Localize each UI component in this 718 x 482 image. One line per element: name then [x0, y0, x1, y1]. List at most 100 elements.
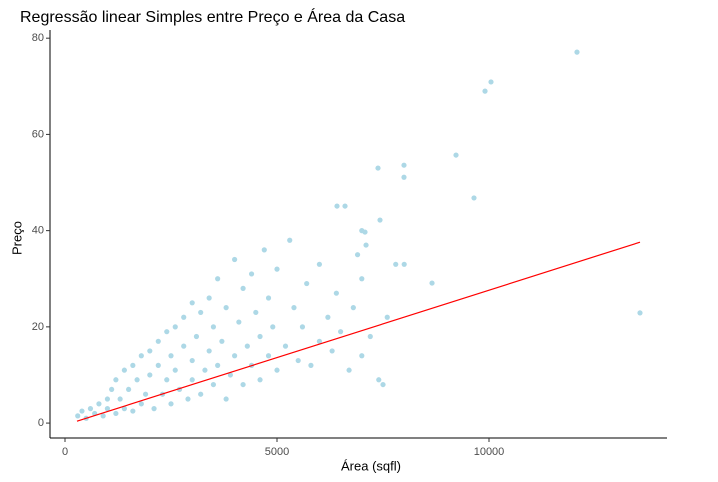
point [87, 406, 94, 412]
x-tick-label: 10000 [474, 446, 505, 458]
y-tick-label: 60 [32, 128, 44, 140]
point [198, 391, 204, 397]
point [482, 88, 488, 94]
point [295, 357, 301, 364]
point [282, 343, 289, 349]
point [100, 413, 106, 419]
point [377, 217, 383, 223]
point [471, 195, 477, 201]
y-tick-label: 40 [32, 225, 44, 237]
point [164, 329, 170, 335]
point [172, 324, 178, 330]
point [329, 348, 335, 354]
point [164, 377, 170, 383]
point [316, 338, 323, 344]
point [219, 338, 225, 344]
point [270, 324, 276, 330]
point [367, 333, 373, 340]
point [206, 295, 212, 301]
y-tick-label: 80 [32, 32, 44, 44]
point [206, 348, 212, 354]
point [359, 276, 365, 282]
point [181, 343, 187, 349]
point [121, 367, 127, 373]
point [291, 305, 297, 311]
point [265, 295, 272, 301]
point [333, 290, 339, 296]
point [488, 79, 494, 85]
x-tick-label: 5000 [265, 446, 289, 458]
point [142, 391, 149, 397]
point [138, 353, 144, 359]
point [189, 377, 195, 383]
point [223, 305, 229, 311]
point [362, 229, 368, 235]
point [134, 377, 140, 383]
chart-title: Regressão linear Simples entre Preço e Á… [20, 7, 405, 26]
point [393, 261, 399, 267]
point [168, 353, 174, 359]
point [75, 413, 81, 419]
point [117, 396, 123, 402]
point [240, 381, 246, 388]
point [168, 401, 174, 407]
point [248, 271, 255, 277]
point [189, 357, 195, 364]
y-tick-label: 0 [38, 417, 44, 429]
y-axis-label: Preço [9, 221, 24, 255]
point [193, 333, 200, 340]
point [121, 406, 127, 412]
point [257, 333, 263, 340]
point [261, 247, 267, 253]
point [227, 372, 233, 378]
point [265, 353, 272, 359]
point [130, 408, 136, 414]
point [210, 381, 217, 388]
point [185, 396, 191, 402]
point [401, 174, 407, 180]
point [274, 367, 280, 373]
point [198, 309, 204, 316]
point [253, 309, 259, 316]
point [384, 314, 390, 320]
point [151, 406, 157, 412]
point [376, 377, 382, 383]
point [354, 252, 361, 258]
point [189, 300, 195, 306]
point [342, 203, 348, 209]
point [244, 343, 250, 349]
point [338, 329, 344, 335]
point [223, 396, 229, 402]
point [359, 353, 365, 359]
point [325, 314, 331, 320]
point [363, 242, 369, 248]
point [109, 386, 115, 393]
point [380, 381, 386, 388]
point [138, 401, 144, 407]
point [274, 266, 280, 272]
point [215, 276, 221, 282]
point [155, 338, 161, 344]
point [210, 324, 217, 330]
point [113, 410, 119, 417]
point [574, 49, 580, 55]
point [429, 280, 435, 286]
point [453, 152, 459, 158]
point [257, 377, 263, 383]
point [126, 386, 132, 393]
point [202, 367, 208, 373]
point [104, 406, 111, 412]
point [232, 353, 238, 359]
point [147, 372, 153, 378]
point [401, 162, 407, 168]
point [401, 261, 407, 267]
point [346, 367, 352, 373]
y-tick-label: 20 [32, 321, 44, 333]
point [308, 362, 314, 368]
point [350, 305, 356, 311]
point [155, 362, 161, 368]
point [287, 237, 293, 243]
point [637, 310, 643, 316]
point [334, 203, 340, 209]
